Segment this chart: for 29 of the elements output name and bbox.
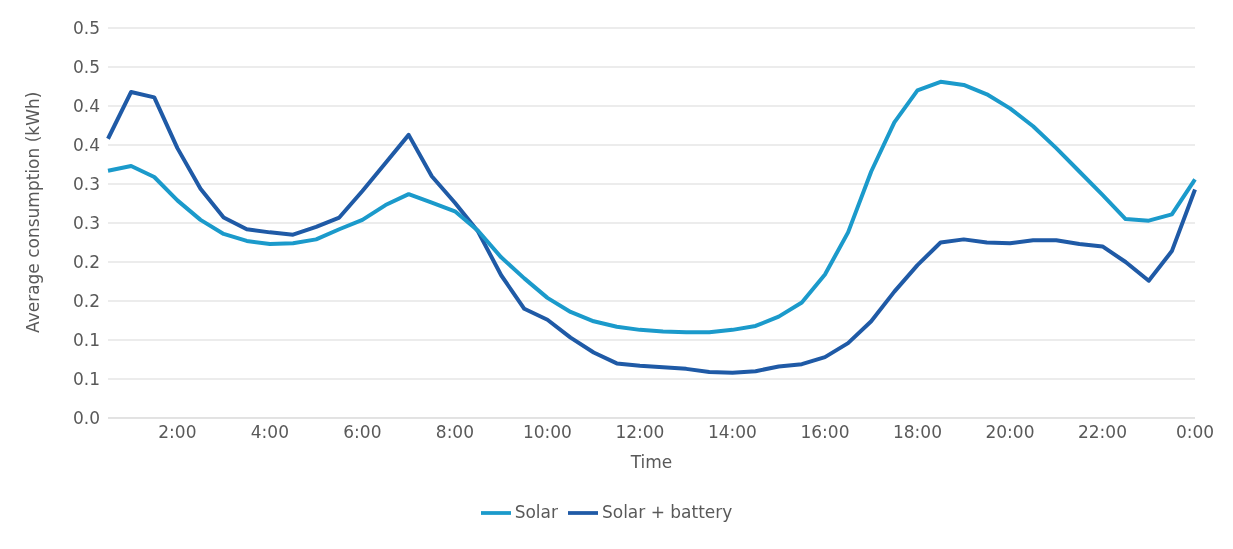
- line-series: [106, 89, 1197, 375]
- legend-label: Solar + battery: [601, 502, 733, 522]
- y-axis-title: Average consumption (kWh): [23, 91, 44, 333]
- y-tick-label: 0.3: [72, 174, 100, 195]
- y-tick-label: 0.5: [72, 57, 100, 78]
- x-tick-label: 2:00: [158, 422, 197, 443]
- y-tick-label: 0.1: [72, 369, 100, 390]
- line-series: [106, 79, 1197, 335]
- x-tick-label: 0:00: [1175, 422, 1215, 443]
- y-tick-label: 0.5: [72, 18, 100, 39]
- x-tick-label: 4:00: [250, 422, 289, 443]
- x-tick-label: 6:00: [343, 422, 382, 443]
- x-tick-label: 16:00: [800, 422, 850, 443]
- x-tick-label: 22:00: [1077, 422, 1127, 443]
- y-tick-label: 0.4: [72, 96, 100, 117]
- x-axis-title: Time: [629, 452, 673, 472]
- y-tick-label: 0.3: [72, 213, 100, 234]
- x-tick-label: 8:00: [435, 422, 475, 443]
- legend-label: Solar: [514, 502, 558, 522]
- y-tick-label: 0.0: [72, 408, 100, 429]
- x-tick-label: 14:00: [707, 422, 757, 443]
- y-tick-label: 0.4: [72, 135, 100, 156]
- x-tick-label: 18:00: [892, 422, 942, 443]
- y-tick-label: 0.2: [72, 291, 100, 312]
- x-tick-label: 20:00: [985, 422, 1035, 443]
- x-tick-label: 10:00: [522, 422, 572, 443]
- x-tick-label: 12:00: [615, 422, 665, 443]
- y-tick-label: 0.1: [72, 330, 100, 351]
- y-tick-label: 0.2: [72, 252, 100, 273]
